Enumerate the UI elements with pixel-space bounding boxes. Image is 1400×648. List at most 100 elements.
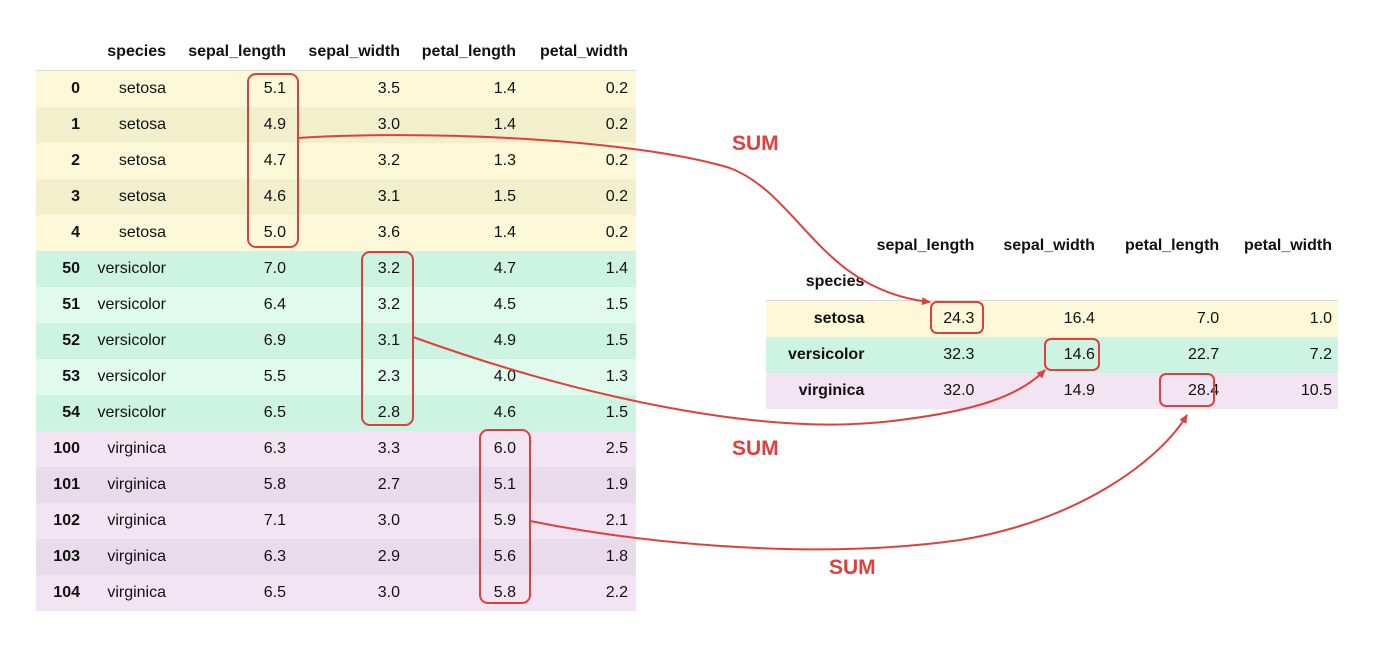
sepal-width-header: sepal_width <box>308 43 400 60</box>
sepal-length-cell: 5.8 <box>263 476 286 493</box>
sepal-length-cell: 4.6 <box>263 188 286 205</box>
petal-length-cell: 1.5 <box>493 188 516 205</box>
petal-length-header: petal_length <box>1124 237 1220 254</box>
sepal-width-cell: 3.2 <box>377 152 400 169</box>
sepal-length-cell: 7.0 <box>263 260 286 277</box>
sepal-width-cell: 3.1 <box>377 188 400 205</box>
petal-length-cell: 7.0 <box>1196 310 1220 327</box>
petal-width-cell: 2.5 <box>605 440 628 457</box>
column-header-row: sepal_length sepal_width petal_length pe… <box>766 228 1338 264</box>
table-row: 4 setosa 5.0 3.6 1.4 0.2 <box>36 215 636 251</box>
row-index: 0 <box>71 80 80 97</box>
table-row: 52 versicolor 6.9 3.1 4.9 1.5 <box>36 323 636 359</box>
species-cell: versicolor <box>97 368 166 385</box>
species-cell: virginica <box>107 548 166 565</box>
row-index: 4 <box>71 224 80 241</box>
row-index: 101 <box>53 476 80 493</box>
petal-width-cell: 2.2 <box>605 584 628 601</box>
table-row: 51 versicolor 6.4 3.2 4.5 1.5 <box>36 287 636 323</box>
sepal-length-cell: 32.3 <box>943 346 975 363</box>
sepal-length-cell: 5.0 <box>263 224 286 241</box>
petal-length-cell: 5.8 <box>493 584 516 601</box>
grouped-sum-dataframe: sepal_length sepal_width petal_length pe… <box>766 228 1338 409</box>
petal-width-cell: 0.2 <box>605 80 628 97</box>
petal-width-cell: 0.2 <box>605 224 628 241</box>
table-row: 1 setosa 4.9 3.0 1.4 0.2 <box>36 107 636 143</box>
petal-width-cell: 7.2 <box>1309 346 1332 363</box>
petal-width-cell: 0.2 <box>605 116 628 133</box>
row-index: 51 <box>62 296 80 313</box>
sepal-length-cell: 4.7 <box>263 152 286 169</box>
species-cell: virginica <box>107 512 166 529</box>
petal-length-cell: 6.0 <box>493 440 516 457</box>
sepal-width-cell: 2.3 <box>377 368 400 385</box>
row-index: 1 <box>71 116 80 133</box>
sepal-length-header: sepal_length <box>876 237 975 254</box>
species-cell: virginica <box>107 440 166 457</box>
petal-length-cell: 5.6 <box>493 548 516 565</box>
row-index: virginica <box>798 382 865 399</box>
petal-width-cell: 10.5 <box>1300 382 1332 399</box>
petal-width-cell: 1.5 <box>605 332 628 349</box>
row-index: 52 <box>62 332 80 349</box>
petal-length-cell: 4.6 <box>493 404 516 421</box>
row-index: versicolor <box>787 346 865 363</box>
table-row: versicolor 32.3 14.6 22.7 7.2 <box>766 337 1338 373</box>
row-index: 2 <box>71 152 80 169</box>
sepal-length-cell: 4.9 <box>263 116 286 133</box>
sepal-width-cell: 3.5 <box>377 80 400 97</box>
sum-label-1: SUM <box>732 132 779 155</box>
sepal-width-cell: 3.0 <box>377 584 400 601</box>
petal-length-cell: 4.5 <box>493 296 516 313</box>
petal-width-cell: 0.2 <box>605 188 628 205</box>
petal-width-cell: 1.5 <box>605 296 628 313</box>
index-name-header: species <box>805 273 865 290</box>
sepal-width-cell: 2.8 <box>377 404 400 421</box>
petal-length-cell: 1.4 <box>493 224 516 241</box>
sepal-width-cell: 3.0 <box>377 116 400 133</box>
petal-width-cell: 1.8 <box>605 548 628 565</box>
sepal-length-cell: 5.5 <box>263 368 286 385</box>
table-row: 100 virginica 6.3 3.3 6.0 2.5 <box>36 431 636 467</box>
row-index: 103 <box>53 548 80 565</box>
sepal-width-cell: 14.9 <box>1063 382 1095 399</box>
row-index: 104 <box>53 584 80 601</box>
species-cell: versicolor <box>97 260 166 277</box>
sum-label-3: SUM <box>829 556 876 579</box>
table-row: 103 virginica 6.3 2.9 5.6 1.8 <box>36 539 636 575</box>
species-cell: virginica <box>107 584 166 601</box>
row-index: setosa <box>813 310 865 327</box>
petal-width-cell: 2.1 <box>605 512 628 529</box>
species-cell: setosa <box>118 224 166 241</box>
petal-width-cell: 1.9 <box>605 476 628 493</box>
petal-length-header: petal_length <box>421 43 516 60</box>
row-index: 102 <box>53 512 80 529</box>
species-cell: setosa <box>118 80 166 97</box>
sepal-length-cell: 6.5 <box>263 584 286 601</box>
sum-label-2: SUM <box>732 437 779 460</box>
sepal-width-cell: 14.6 <box>1063 346 1095 363</box>
petal-length-cell: 5.9 <box>493 512 516 529</box>
sepal-length-cell: 6.3 <box>263 440 286 457</box>
petal-length-cell: 4.0 <box>493 368 516 385</box>
petal-length-cell: 1.4 <box>493 116 516 133</box>
sepal-width-cell: 2.9 <box>377 548 400 565</box>
petal-length-cell: 4.7 <box>493 260 516 277</box>
table-row: 3 setosa 4.6 3.1 1.5 0.2 <box>36 179 636 215</box>
row-index: 3 <box>71 188 80 205</box>
species-cell: versicolor <box>97 296 166 313</box>
table-row: 2 setosa 4.7 3.2 1.3 0.2 <box>36 143 636 179</box>
species-header: species <box>107 43 166 60</box>
row-index: 54 <box>62 404 80 421</box>
sepal-length-cell: 7.1 <box>263 512 286 529</box>
table-row: 0 setosa 5.1 3.5 1.4 0.2 <box>36 70 636 107</box>
corner-cell <box>766 228 876 264</box>
table-row: 101 virginica 5.8 2.7 5.1 1.9 <box>36 467 636 503</box>
petal-width-cell: 1.5 <box>605 404 628 421</box>
sepal-length-cell: 5.1 <box>263 80 286 97</box>
petal-length-cell: 5.1 <box>493 476 516 493</box>
sepal-width-cell: 16.4 <box>1063 310 1095 327</box>
sepal-width-cell: 3.2 <box>377 260 400 277</box>
sepal-width-cell: 3.2 <box>377 296 400 313</box>
species-cell: setosa <box>118 188 166 205</box>
